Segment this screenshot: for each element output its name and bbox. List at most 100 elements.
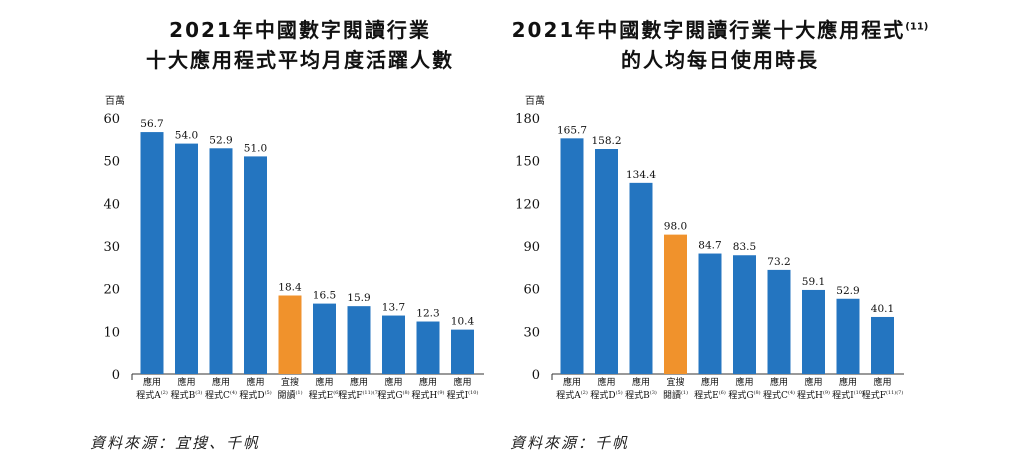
x-tick-label-line1: 應用 (735, 376, 753, 388)
y-tick-label: 60 (523, 283, 540, 298)
x-tick-label-text: 程式I (447, 389, 469, 401)
x-tick-label-text: 程式G (377, 389, 402, 401)
y-tick-label: 30 (523, 325, 540, 340)
x-tick-label-text: 程式E (694, 389, 719, 401)
x-tick-footnote: (5) (265, 389, 272, 396)
x-tick-footnote: (6) (333, 389, 340, 396)
x-tick-footnote: (3) (195, 389, 202, 396)
bar (802, 289, 825, 374)
bar (382, 315, 405, 374)
x-tick-label-line1: 應用 (384, 376, 402, 388)
bar-value-label: 54.0 (175, 130, 198, 142)
y-tick-label: 0 (112, 368, 120, 383)
x-tick-label-line1: 應用 (419, 376, 437, 388)
x-tick-label-text: 程式G (728, 389, 753, 401)
x-tick-footnote: (10) (854, 389, 864, 396)
y-tick-label: 10 (103, 325, 120, 340)
x-tick-label-line2: 程式A(2) (136, 389, 168, 401)
chart-panel-left: 2021年中國數字閱讀行業 十大應用程式平均月度活躍人數 百萬 0 10 20 30 40… (90, 0, 510, 471)
bar-value-label: 165.7 (557, 124, 587, 136)
x-tick-label-line2: 程式I(10) (832, 389, 864, 401)
x-tick-label-line1: 應用 (563, 376, 581, 388)
x-tick-footnote: (3) (650, 389, 657, 396)
y-tick-label: 40 (103, 197, 120, 212)
x-tick-footnote: (11)(7) (362, 389, 379, 396)
y-tick-label: 50 (103, 155, 120, 170)
y-tick-label: 90 (523, 240, 540, 255)
chart-title-right-text: 2021年中國數字閱讀行業十大應用程式 (511, 18, 906, 42)
bar-value-label: 13.7 (382, 302, 405, 314)
bar (451, 329, 474, 374)
x-tick-footnote: (9) (437, 389, 444, 396)
x-tick-label-text: 閱讀 (277, 389, 295, 401)
x-tick-label-text: 程式D (590, 389, 615, 401)
x-tick-footnote: (8) (403, 389, 410, 396)
x-tick-label-line2: 閱讀(1) (277, 389, 302, 401)
y-tick-label: 180 (515, 112, 540, 127)
x-tick-footnote: (11)(7) (886, 389, 903, 396)
x-tick-footnote: (4) (230, 389, 237, 396)
x-tick-label-text: 程式E (309, 389, 334, 401)
bar (175, 143, 198, 374)
x-tick-label-line2: 程式F(11)(7) (338, 389, 380, 401)
x-tick-label-line1: 應用 (701, 376, 719, 388)
bar-value-label: 40.1 (871, 303, 894, 315)
x-tick-footnote: (9) (823, 389, 830, 396)
bar-value-label: 59.1 (802, 276, 825, 288)
x-tick-label-line1: 宜搜 (281, 376, 299, 388)
x-tick-label-text: 程式A (556, 389, 581, 401)
x-tick-label-line1: 應用 (873, 376, 891, 388)
x-tick-label-line1: 應用 (839, 376, 857, 388)
bar-value-label: 18.4 (278, 281, 302, 293)
x-tick-label-text: 程式C (205, 389, 230, 401)
bar (664, 234, 687, 374)
x-tick-footnote: (4) (788, 389, 795, 396)
bar-value-label: 98.0 (664, 221, 687, 233)
x-tick-footnote: (1) (681, 389, 688, 396)
x-tick-label-line1: 應用 (453, 376, 471, 388)
bar (836, 298, 860, 374)
bar (629, 182, 653, 374)
y-axis-unit-label: 百萬 (525, 94, 545, 107)
x-tick-label-line2: 程式B(3) (171, 389, 203, 401)
source-note-left: 資料來源：宜搜、千帆 (90, 434, 261, 452)
x-tick-label-line1: 應用 (212, 376, 230, 388)
bar (595, 149, 618, 374)
y-tick-label: 120 (515, 197, 540, 212)
x-tick-label-line1: 應用 (177, 376, 195, 388)
source-note-right: 資料來源：千帆 (510, 434, 630, 452)
bar-value-label: 10.4 (451, 316, 475, 328)
bar (698, 253, 722, 374)
x-tick-label-line2: 程式D(5) (239, 389, 271, 401)
x-tick-label-text: 程式I (832, 389, 854, 401)
bar-value-label: 84.7 (698, 240, 721, 252)
x-tick-footnote: (8) (754, 389, 761, 396)
x-tick-label-line1: 應用 (350, 376, 368, 388)
x-tick-label-text: 程式B (171, 389, 196, 401)
x-tick-label-text: 程式D (239, 389, 264, 401)
bar (313, 303, 336, 374)
x-tick-label-line1: 應用 (770, 376, 788, 388)
x-tick-footnote: (6) (719, 389, 726, 396)
chart-panel-right: 2021年中國數字閱讀行業十大應用程式(11) 的人均每日使用時長 百萬 0 30 6… (510, 0, 930, 471)
x-tick-label-line2: 程式B(3) (625, 389, 657, 401)
x-tick-label-line2: 程式H(9) (412, 389, 445, 401)
y-tick-label: 150 (515, 155, 540, 170)
bar-value-label: 83.5 (733, 241, 756, 253)
x-tick-footnote: (5) (616, 389, 623, 396)
bar-value-label: 51.0 (244, 142, 267, 154)
x-tick-label-text: 程式F (862, 389, 886, 401)
x-tick-footnote: (2) (581, 389, 588, 396)
x-tick-label-line1: 應用 (246, 376, 264, 388)
x-tick-label-text: 閱讀 (663, 389, 681, 401)
x-tick-label-line2: 程式D(5) (590, 389, 622, 401)
x-tick-label-text: 程式B (625, 389, 650, 401)
bar (347, 306, 371, 374)
x-tick-label-text: 程式C (763, 389, 788, 401)
y-axis-unit-label: 百萬 (105, 94, 125, 107)
bar-value-label: 15.9 (347, 292, 370, 304)
x-tick-label-line2: 程式C(4) (205, 389, 237, 401)
x-tick-label-line1: 宜搜 (666, 376, 684, 388)
y-tick-label: 60 (103, 112, 120, 127)
